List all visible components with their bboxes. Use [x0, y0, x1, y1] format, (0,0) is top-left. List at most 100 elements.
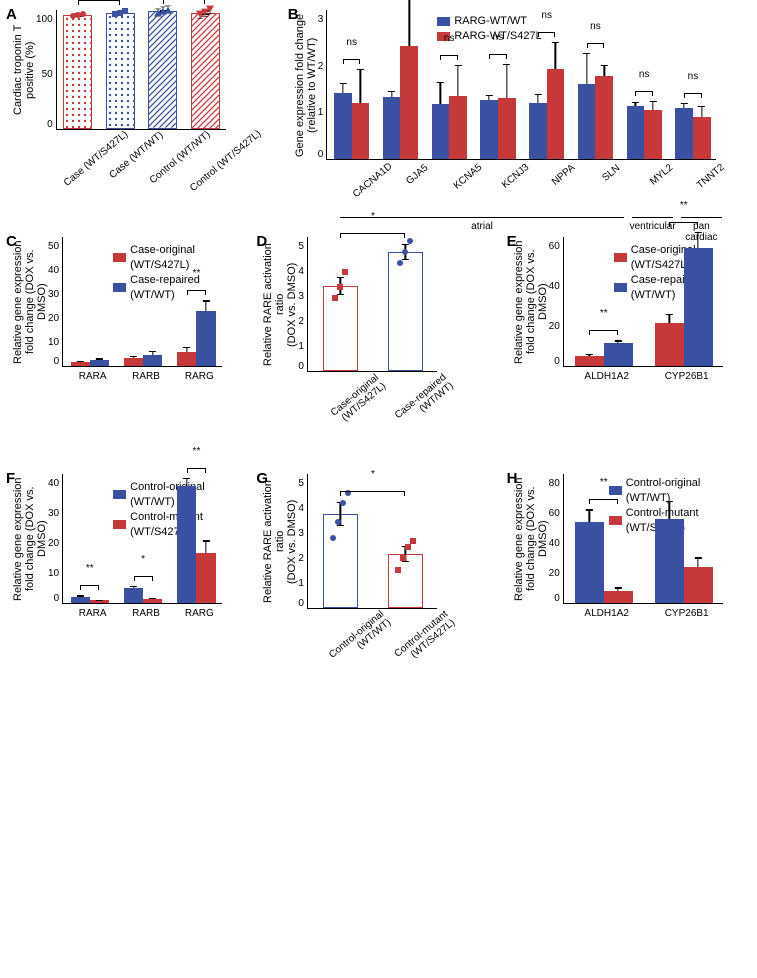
x-tick-label: Case (WT/S427L): [62, 129, 130, 189]
bar: [693, 117, 711, 160]
panel-b: BGene expression fold change(relative to…: [292, 10, 747, 215]
bar: [196, 311, 215, 366]
x-tick-label: Control-mutant(WT/S427L): [392, 609, 457, 668]
y-axis-label: Relative gene expressionfold change (DOX…: [511, 237, 549, 367]
panel-c: CRelative gene expressionfold change (DO…: [10, 237, 246, 452]
panel-e: ERelative gene expressionfold change (DO…: [511, 237, 747, 452]
bar: [90, 360, 109, 366]
data-point: [410, 538, 416, 544]
x-tick-label: Control-original(WT/WT): [327, 609, 393, 669]
sig-label: ns: [688, 71, 699, 82]
sig-label: **: [193, 268, 201, 279]
x-tick-label: Case-original(WT/S427L): [329, 372, 388, 427]
x-tick-label: Case-repaired(WT/WT): [393, 372, 456, 430]
bar: [449, 96, 467, 160]
sig-label: *: [371, 469, 375, 480]
panel-g: GRelative RARE activation ratio(DOX vs. …: [260, 474, 496, 689]
bar: [684, 248, 713, 366]
panel-h: HRelative gene expressionfold change (DO…: [511, 474, 747, 689]
x-tick-label: CACNA1D: [351, 161, 395, 200]
bar: [498, 98, 516, 160]
data-point: [395, 567, 401, 573]
x-tick-label: RARA: [79, 608, 107, 619]
x-tick-label: CYP26B1: [665, 371, 709, 382]
x-tick-label: ALDH1A2: [584, 608, 628, 619]
panel-f: FRelative gene expressionfold change (DO…: [10, 474, 246, 689]
x-tick-label: ALDH1A2: [584, 371, 628, 382]
x-tick-label: RARG: [185, 371, 214, 382]
data-point: [332, 295, 338, 301]
x-tick-label: SLN: [600, 163, 622, 184]
bar: [191, 13, 220, 129]
bar: [323, 286, 359, 371]
x-tick-label: RARB: [132, 608, 160, 619]
legend-item: Case-repaired(WT/WT): [113, 273, 200, 303]
bar: [604, 343, 633, 366]
bar: [400, 46, 418, 160]
data-point: [164, 6, 172, 14]
x-tick-label: GJA5: [404, 162, 430, 187]
panel-a: ACardiac troponin Tpositive (%)050100nsn…: [10, 10, 278, 215]
sig-label: **: [86, 563, 94, 574]
bar: [388, 252, 424, 371]
bar: [383, 97, 401, 160]
y-axis-label: Relative gene expressionfold change (DOX…: [511, 474, 549, 604]
data-point: [335, 519, 341, 525]
sig-label: ns: [590, 21, 601, 32]
legend-item: Case-original(WT/S427L): [113, 243, 200, 273]
bar: [684, 567, 713, 603]
bar: [578, 84, 596, 159]
bar: [575, 522, 604, 603]
y-axis-label: Relative gene expressionfold change (DOX…: [10, 474, 48, 604]
bar: [675, 108, 693, 160]
data-point: [330, 535, 336, 541]
data-point: [397, 260, 403, 266]
figure-grid: ACardiac troponin Tpositive (%)050100nsn…: [10, 10, 747, 689]
bar: [71, 597, 90, 604]
sig-label: **: [600, 477, 608, 488]
bar: [143, 355, 162, 366]
sig-label: ns: [541, 10, 552, 21]
sig-label: ns: [346, 37, 357, 48]
y-axis-label: Relative RARE activation ratio(DOX vs. D…: [260, 474, 298, 609]
bar: [575, 356, 604, 366]
data-point: [340, 500, 346, 506]
bar: [143, 599, 162, 603]
y-axis-label: Relative gene expressionfold change (DOX…: [10, 237, 48, 367]
x-tick-label: NPPA: [550, 162, 577, 187]
bar: [323, 514, 359, 608]
sig-label: **: [600, 308, 608, 319]
data-point: [407, 238, 413, 244]
x-tick-label: KCNJ3: [500, 162, 531, 191]
bar: [177, 352, 196, 366]
x-tick-label: MYL2: [648, 162, 675, 187]
bar: [655, 519, 684, 604]
x-tick-label: CYP26B1: [665, 608, 709, 619]
bar: [644, 110, 662, 159]
bar: [124, 358, 143, 366]
legend-item: RARG-WT/WT: [437, 14, 541, 29]
bar: [352, 103, 370, 159]
bar: [71, 362, 90, 366]
panel-d: DRelative RARE activation ratio(DOX vs. …: [260, 237, 496, 452]
bar: [432, 104, 450, 159]
data-point: [405, 544, 411, 550]
bar: [196, 553, 215, 603]
x-tick-label: TNNT2: [695, 162, 727, 191]
data-point: [206, 6, 214, 14]
bar: [124, 588, 143, 603]
bar: [627, 106, 645, 160]
x-tick-label: RARA: [79, 371, 107, 382]
y-axis-label: Cardiac troponin Tpositive (%): [10, 10, 36, 130]
bar: [480, 100, 498, 160]
y-axis-label: Gene expression fold change(relative to …: [292, 10, 318, 160]
group-label: atrial: [471, 221, 493, 232]
bar: [148, 11, 177, 129]
sig-label: **: [193, 446, 201, 457]
sig-label: *: [371, 211, 375, 222]
data-point: [342, 269, 348, 275]
bar: [106, 13, 135, 129]
x-tick-label: RARB: [132, 371, 160, 382]
data-point: [400, 555, 406, 561]
sig-label: *: [141, 554, 145, 565]
